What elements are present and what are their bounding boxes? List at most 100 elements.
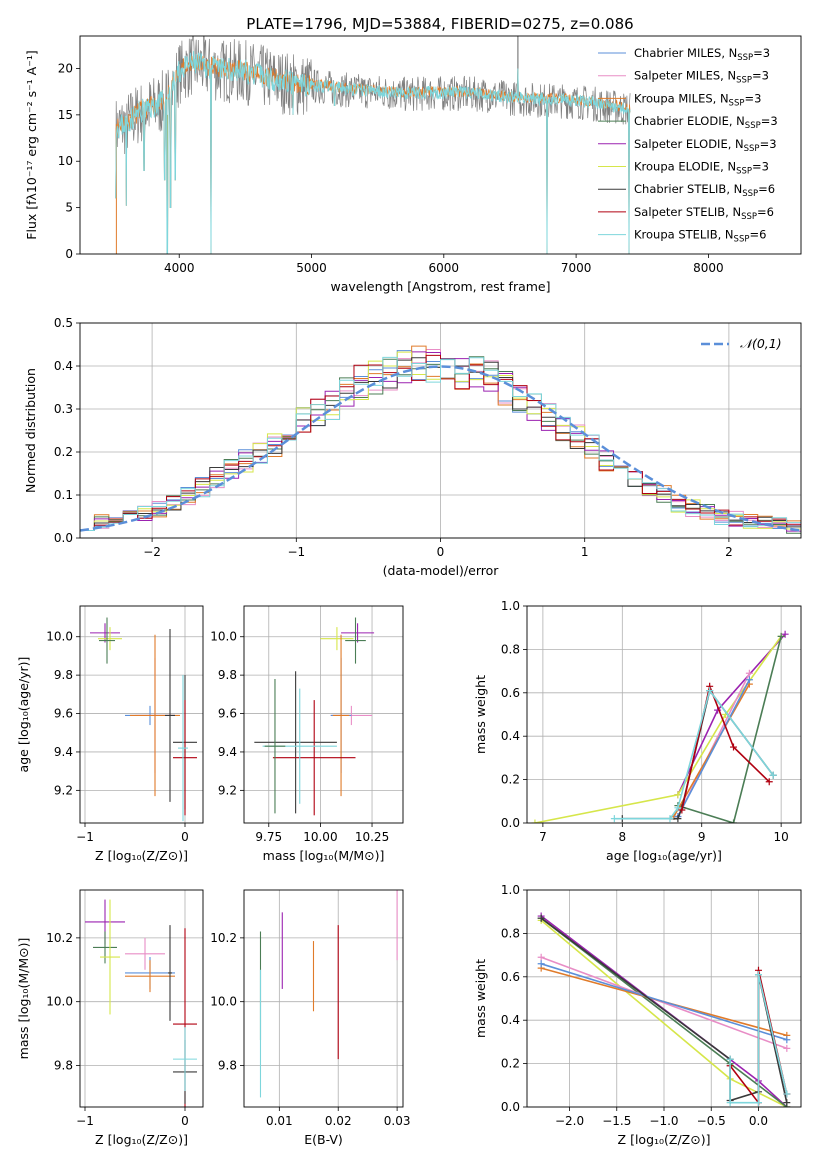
mass-weight-marker [769,771,777,779]
mass-vs-ebv-panel: 0.01 0.02 0.03 9.8 10.0 10.2 E(B-V) [210,889,411,1147]
x-tick-label: 7000 [561,261,592,275]
y-tick-label: 10.0 [46,630,73,644]
y-tick-label: 0.4 [54,359,73,373]
y-axis-label: mass weight [473,675,488,754]
x-axis-label: wavelength [Angstrom, rest frame] [330,279,550,294]
weight-vs-metallicity-panel: −2.0 −1.5 −1.0 −0.5 0.0 0.0 0.2 0.4 0.6 0.8 1.0 Z [… [473,883,802,1147]
mass-weight-line [677,679,751,817]
axes-frame [79,889,204,1108]
legend-entry: Chabrier STELIB, NSSP=6 [634,182,775,199]
model-spectrum-line [115,51,631,254]
y-tick-label: 1.0 [501,599,520,613]
mass-weight-marker [783,1044,791,1052]
x-tick-label: 10.00 [303,830,337,844]
spectrum-panel: 4000 5000 6000 7000 8000 0 5 10 15 20 wavelength [… [24,35,802,294]
plot-area [90,617,197,822]
y-tick-label: 10.2 [46,931,73,945]
legend-entry: Kroupa ELODIE, NSSP=3 [634,160,769,177]
y-tick-label: 0.5 [54,316,73,330]
plot-area [85,899,197,1107]
y-tick-label: 10.2 [210,931,237,945]
mass-weight-marker [783,1036,791,1044]
x-tick-label: −0.5 [697,1114,726,1128]
mass-weight-marker [726,1099,734,1107]
weight-vs-age-panel: 7 8 9 10 0.0 0.2 0.4 0.6 0.8 1.0 age [log₁₀(age/yr… [473,599,802,863]
x-axis-label: (data-model)/error [383,563,500,578]
mass-weight-marker [537,953,545,961]
y-tick-label: 0.2 [501,773,520,787]
legend-entry: Kroupa STELIB, NSSP=6 [634,228,766,245]
legend-entry: Chabrier MILES, NSSP=3 [634,46,770,63]
x-axis-label: age [log₁₀(age/yr)] [606,848,722,863]
mass-weight-marker [674,804,682,812]
mass-weight-marker [674,815,682,823]
plot-area [254,617,375,816]
x-tick-label: 8000 [693,261,724,275]
mass-weight-line [534,635,782,823]
mass-weight-marker [745,669,753,677]
plot-area [259,890,398,1098]
plot-area [115,36,631,254]
mass-weight-line [540,963,788,1041]
x-tick-label: 0.03 [384,1114,411,1128]
x-tick-label: 2 [725,545,733,559]
age-vs-metallicity-panel: −1 0 9.2 9.4 9.6 9.8 10.0 Z [log₁₀(Z/Z⊙)] age [l… [16,605,204,863]
x-tick-label: 10.25 [355,830,389,844]
y-tick-label: 9.8 [218,668,237,682]
mass-weight-marker [706,687,714,695]
mass-weight-line [681,683,770,811]
age-vs-mass-panel: 9.75 10.00 10.25 9.2 9.4 9.6 9.8 10.0 mass [log₁… [210,605,404,863]
axes-frame [526,605,802,824]
figure-title: PLATE=1796, MJD=53884, FIBERID=0275, z=0… [246,15,633,33]
y-tick-label: 9.6 [54,707,73,721]
mass-weight-marker [531,819,539,823]
y-tick-label: 0.0 [54,531,73,545]
y-tick-label: 1.0 [501,883,520,897]
legend-entry: Chabrier ELODIE, NSSP=3 [634,114,778,131]
axes-frame [79,35,802,255]
legend-entry: 𝒩(0,1) [740,336,782,351]
x-tick-label: −2 [143,545,161,559]
x-tick-label: 0 [181,1114,189,1128]
y-tick-label: 0.0 [501,1100,520,1114]
mass-weight-line [540,956,788,1050]
axes-frame [243,889,404,1108]
y-tick-label: 0.6 [501,970,520,984]
x-tick-label: −1.0 [649,1114,678,1128]
mass-vs-metallicity-panel: −1 0 9.8 10.0 10.2 Z [log₁₀(Z/Z⊙)] mass [log₁₀… [16,889,204,1147]
y-tick-label: 0.1 [54,488,73,502]
residuals-panel: −2 −1 0 1 2 0.0 0.1 0.2 0.3 0.4 0.5 (data-model)/er… [23,316,802,578]
mass-weight-marker [537,914,545,922]
y-tick-label: 0.6 [501,686,520,700]
residual-histogram-step [80,356,801,531]
mass-weight-marker [745,676,753,684]
model-spectrum-line [115,54,631,254]
y-tick-label: 9.8 [218,1059,237,1073]
mass-weight-marker [610,815,618,823]
y-tick-label: 20 [58,61,73,75]
y-tick-label: 0.2 [501,1057,520,1071]
mass-weight-marker [777,632,785,640]
mass-weight-marker [783,1099,791,1107]
mass-weight-marker [765,778,773,786]
y-tick-label: 0.4 [501,729,520,743]
x-axis-label: Z [log₁₀(Z/Z⊙)] [618,1132,711,1147]
y-tick-label: 10 [58,154,73,168]
y-axis-label: age [log₁₀(age/yr)] [16,657,31,773]
x-tick-label: 4000 [164,261,195,275]
y-tick-label: 10.0 [46,995,73,1009]
y-tick-label: 9.6 [218,707,237,721]
y-tick-label: 9.2 [218,783,237,797]
y-axis-label: mass [log₁₀(M/M⊙)] [16,938,31,1060]
legend-entry: Kroupa MILES, NSSP=3 [634,91,761,108]
axes-frame [79,322,802,539]
axes-frame [79,605,204,824]
y-tick-label: 0.2 [54,445,73,459]
y-tick-label: 0 [65,247,73,261]
y-tick-label: 10.0 [210,995,237,1009]
x-axis-label: Z [log₁₀(Z/Z⊙)] [95,848,188,863]
y-tick-label: 0.4 [501,1013,520,1027]
y-tick-label: 9.2 [54,783,73,797]
mass-weight-marker [729,819,737,823]
